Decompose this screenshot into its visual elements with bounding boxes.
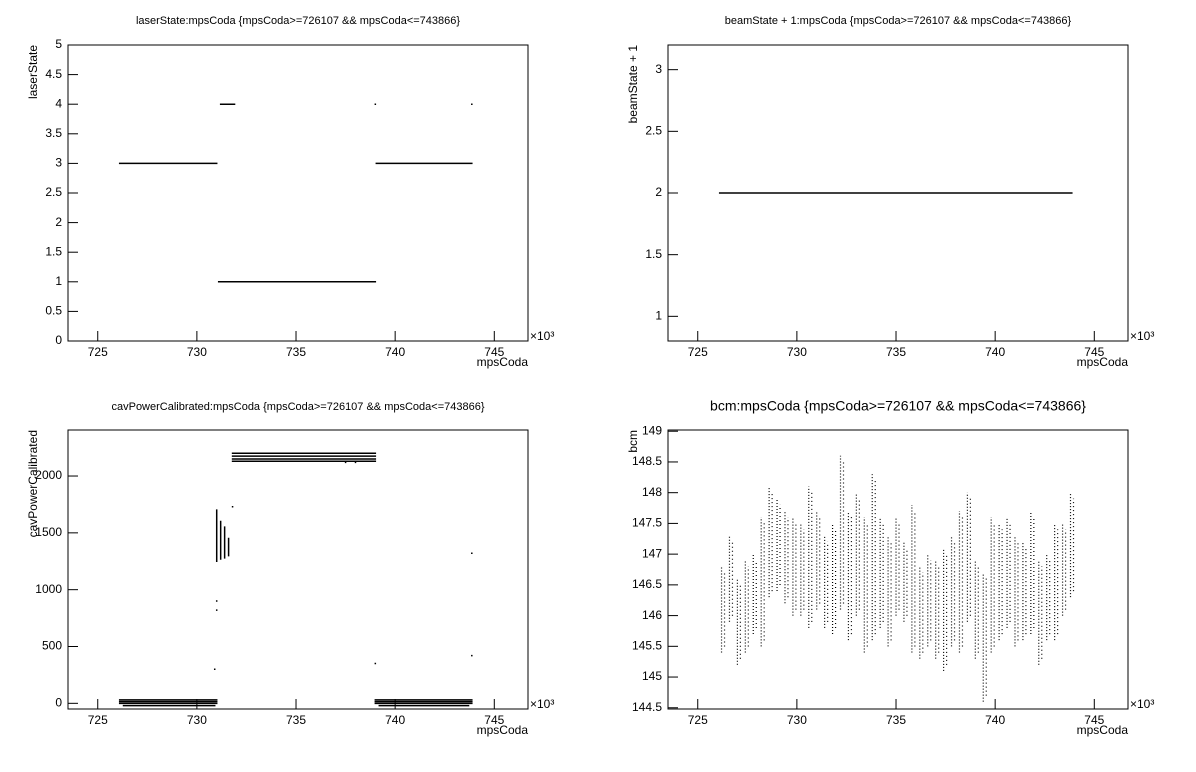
y-tick-label: 3 [55, 156, 62, 170]
y-tick-label: 1 [655, 309, 662, 323]
y-tick-label: 2000 [35, 468, 62, 482]
chart-title: bcm:mpsCoda {mpsCoda>=726107 && mpsCoda<… [710, 398, 1086, 414]
y-tick-label: 4.5 [45, 67, 62, 81]
x-tick-label: 725 [88, 345, 108, 359]
x-tick-label: 740 [985, 345, 1005, 359]
x-tick-label: 730 [187, 713, 207, 727]
y-tick-label: 148 [642, 485, 662, 499]
plot-frame [67, 44, 529, 342]
x-tick-label: 730 [187, 345, 207, 359]
x-multiplier: ×10³ [530, 329, 554, 343]
x-tick-label: 735 [286, 345, 306, 359]
y-tick-label: 145 [642, 669, 662, 683]
chart-title: laserState:mpsCoda {mpsCoda>=726107 && m… [136, 15, 460, 27]
y-tick-label: 146 [642, 608, 662, 622]
y-tick-label: 148.5 [632, 454, 662, 468]
y-tick-label: 1000 [35, 582, 62, 596]
y-tick-label: 5 [55, 37, 62, 51]
y-tick-label: 145.5 [632, 638, 662, 652]
data-line [118, 103, 473, 283]
x-tick-label: 735 [886, 713, 906, 727]
y-tick-label: 500 [42, 639, 62, 653]
x-tick-label: 735 [286, 713, 306, 727]
x-multiplier: ×10³ [1130, 329, 1154, 343]
plot-frame [667, 429, 1129, 710]
y-tick-label: 146.5 [632, 577, 662, 591]
x-multiplier: ×10³ [1130, 697, 1154, 711]
y-tick-label: 4 [55, 96, 62, 110]
x-tick-label: 745 [1084, 345, 1104, 359]
plot-frame [67, 429, 529, 710]
chart-panel: cavPowerCalibrated:mpsCoda {mpsCoda>=726… [26, 401, 554, 737]
x-tick-label: 735 [886, 345, 906, 359]
chart-panel: laserState:mpsCoda {mpsCoda>=726107 && m… [26, 15, 554, 369]
y-tick-label: 1.5 [45, 244, 62, 258]
y-tick-label: 1500 [35, 525, 62, 539]
x-tick-label: 740 [385, 345, 405, 359]
x-tick-label: 745 [484, 713, 504, 727]
y-axis-label: laserState [26, 45, 40, 99]
y-tick-label: 0.5 [45, 304, 62, 318]
x-tick-label: 745 [1084, 713, 1104, 727]
y-axis-label: cavPowerCalibrated [26, 430, 40, 537]
y-tick-label: 0 [55, 695, 62, 709]
y-tick-label: 3.5 [45, 126, 62, 140]
data-line [118, 452, 473, 707]
y-tick-label: 2.5 [45, 185, 62, 199]
x-tick-label: 725 [688, 345, 708, 359]
y-tick-label: 1 [55, 274, 62, 288]
y-tick-label: 149 [642, 423, 662, 437]
y-tick-label: 2 [655, 185, 662, 199]
y-axis-label: bcm [626, 430, 640, 453]
y-tick-label: 2 [55, 215, 62, 229]
y-tick-label: 3 [655, 62, 662, 76]
x-axis-label: mpsCoda [477, 723, 529, 737]
y-tick-label: 147 [642, 546, 662, 560]
x-tick-label: 725 [88, 713, 108, 727]
x-axis-label: mpsCoda [1077, 355, 1129, 369]
x-axis-label: mpsCoda [477, 355, 529, 369]
x-axis-label: mpsCoda [1077, 723, 1129, 737]
y-tick-label: 2.5 [645, 124, 662, 138]
y-tick-label: 0 [55, 333, 62, 347]
y-tick-label: 147.5 [632, 516, 662, 530]
chart-panel: beamState + 1:mpsCoda {mpsCoda>=726107 &… [626, 15, 1154, 369]
y-tick-label: 1.5 [645, 247, 662, 261]
chart-panel: bcm:mpsCoda {mpsCoda>=726107 && mpsCoda<… [626, 398, 1154, 737]
x-tick-label: 740 [385, 713, 405, 727]
x-tick-label: 740 [985, 713, 1005, 727]
x-tick-label: 730 [787, 345, 807, 359]
x-tick-label: 745 [484, 345, 504, 359]
x-tick-label: 730 [787, 713, 807, 727]
y-axis-label: beamState + 1 [626, 45, 640, 124]
chart-title: cavPowerCalibrated:mpsCoda {mpsCoda>=726… [111, 401, 484, 413]
y-tick-label: 144.5 [632, 700, 662, 714]
x-tick-label: 725 [688, 713, 708, 727]
x-multiplier: ×10³ [530, 697, 554, 711]
chart-title: beamState + 1:mpsCoda {mpsCoda>=726107 &… [725, 15, 1072, 27]
